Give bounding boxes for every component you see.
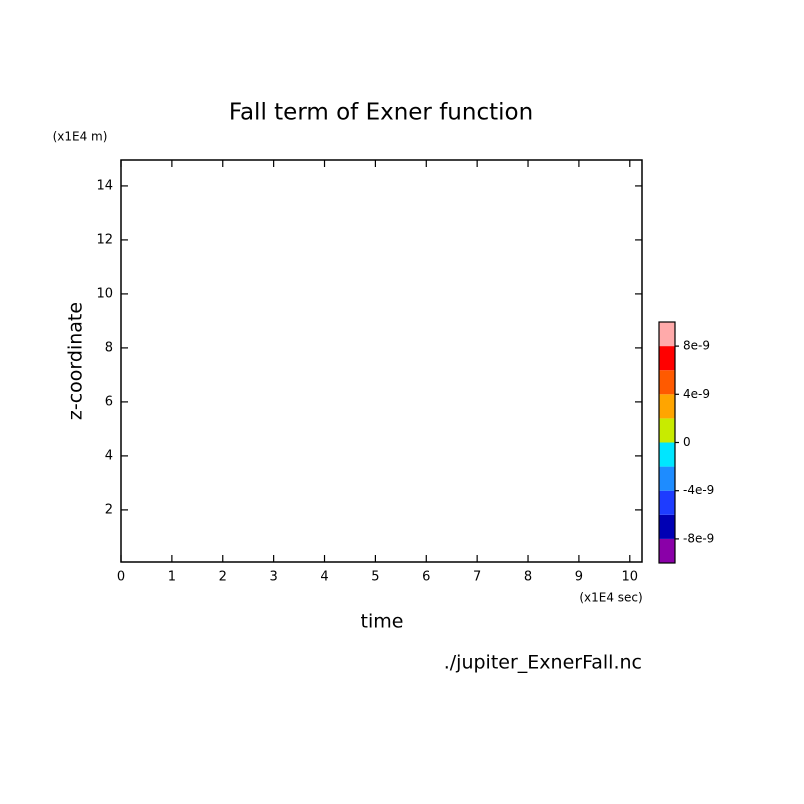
x-tick-label: 9 [575,570,583,585]
plot-frame [120,159,643,563]
colorbar-box [659,442,675,467]
source-file: ./jupiter_ExnerFall.nc [444,652,642,674]
x-tick-label: 8 [524,570,532,585]
x-tick-label: 10 [622,570,639,585]
colorbar-tick-label: -4e-9 [683,483,714,497]
colorbar-tick-label: 8e-9 [683,339,710,353]
x-tick-label: 7 [473,570,481,585]
x-axis-label: time [361,611,404,633]
y-tick-label: 12 [96,232,113,247]
x-tick-label: 5 [371,570,379,585]
y-tick-label: 8 [105,340,113,355]
colorbar-box [659,490,675,515]
x-tick-label: 0 [117,570,125,585]
colorbar-box [659,514,675,539]
x-unit: (x1E4 sec) [579,591,642,605]
x-tick-label: 4 [320,570,328,585]
colorbar-box [659,346,675,371]
colorbar-box [659,418,675,443]
x-tick-label: 6 [422,570,430,585]
colorbar-box [659,322,675,347]
x-tick-label: 3 [269,570,277,585]
colorbar-tick-label: 4e-9 [683,387,710,401]
chart-title: Fall term of Exner function [229,100,533,126]
y-tick-label: 10 [96,286,113,301]
x-tick-label: 1 [168,570,176,585]
y-tick-label: 14 [96,178,113,193]
y-tick-label: 6 [105,394,113,409]
colorbar-box [659,538,675,563]
colorbar-box [659,466,675,491]
y-unit: (x1E4 m) [53,130,108,144]
colorbar-box [659,394,675,419]
colorbar-tick-label: -8e-9 [683,531,714,545]
y-tick-label: 4 [105,448,113,463]
colorbar-box [659,370,675,395]
y-axis-label: z-coordinate [65,302,87,420]
colorbar-tick-label: 0 [683,435,691,449]
y-tick-label: 2 [105,502,113,517]
x-tick-label: 2 [219,570,227,585]
